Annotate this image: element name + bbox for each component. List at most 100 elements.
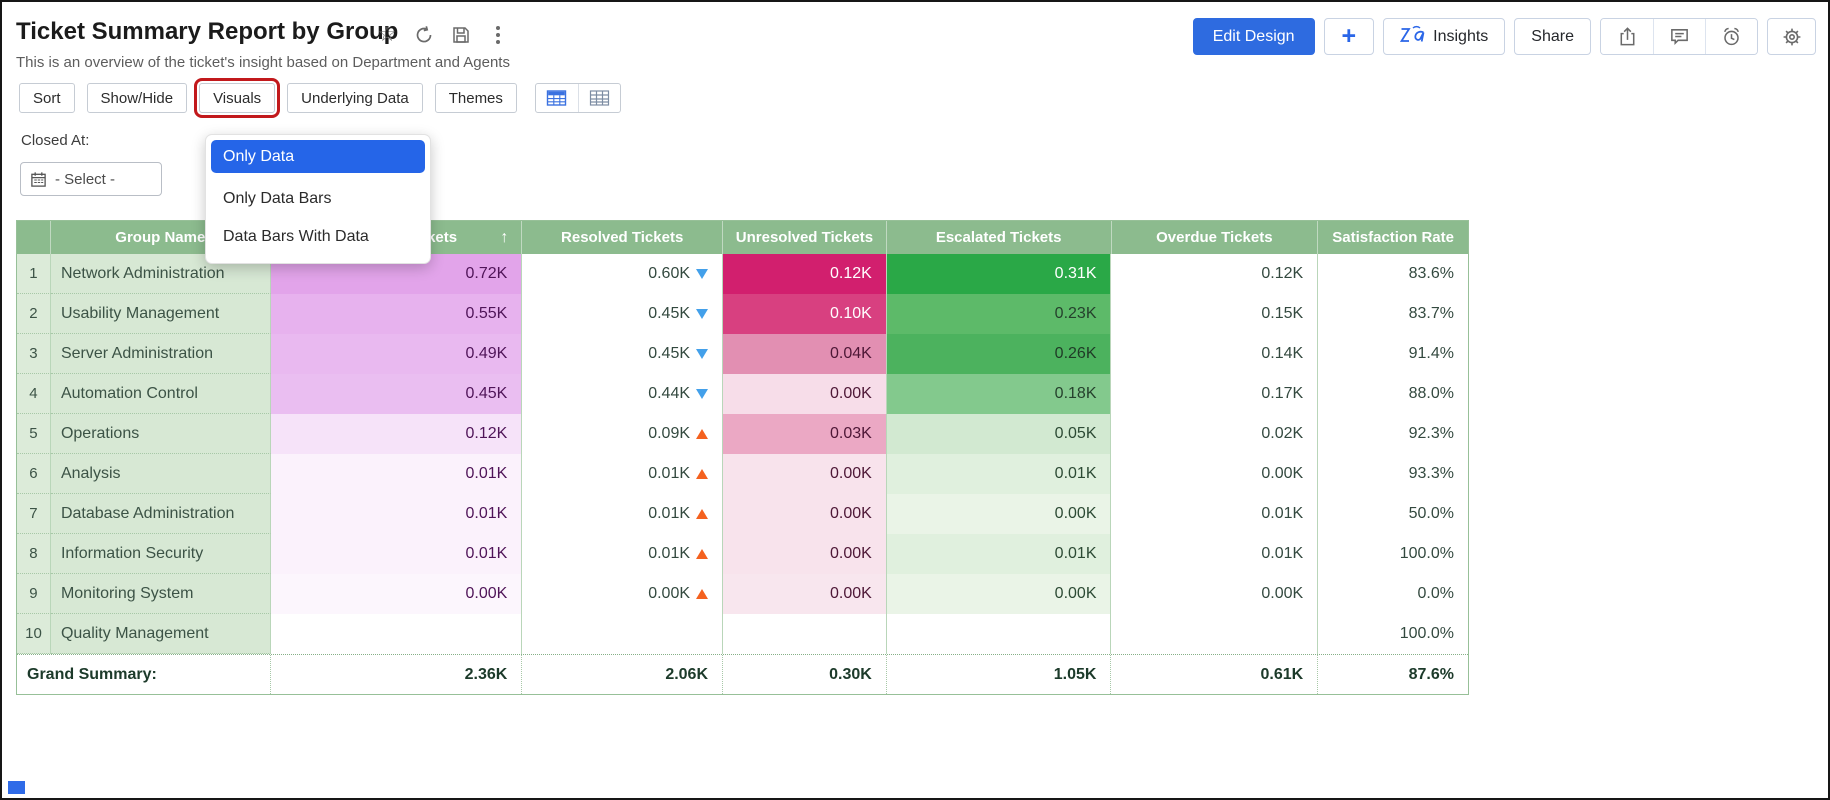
cell-escalated-tickets[interactable]: 0.31K (886, 254, 1112, 294)
header-cell-satisfaction-rate[interactable]: Satisfaction Rate (1318, 221, 1469, 254)
cell-resolved-tickets[interactable] (522, 614, 724, 654)
cell-satisfaction-rate[interactable]: 100.0% (1399, 625, 1454, 642)
cell-incoming-tickets[interactable]: 0.55K (270, 294, 523, 334)
cell-group-name[interactable]: Database Administration (50, 494, 271, 534)
cell-overdue-tickets[interactable]: 0.01K (1111, 534, 1319, 574)
cell-group-name[interactable]: Network Administration (50, 254, 271, 294)
cell-group-name[interactable]: Monitoring System (50, 574, 271, 614)
cell-incoming-tickets[interactable]: 0.49K (270, 334, 523, 374)
cell-group-name[interactable]: Automation Control (50, 374, 271, 414)
refresh-icon[interactable] (413, 24, 435, 46)
visuals-dropdown-menu: Only Data Only Data Bars Data Bars With Da… (205, 134, 431, 264)
cell-group-name[interactable]: Server Administration (50, 334, 271, 374)
cell-satisfaction-rate[interactable]: 92.3% (1408, 425, 1454, 442)
menu-item-only-data[interactable]: Only Data (211, 140, 425, 173)
cell-resolved-tickets[interactable]: 0.44K (522, 374, 724, 414)
cell-satisfaction-rate[interactable]: 50.0% (1408, 505, 1454, 522)
cell-escalated-tickets[interactable]: 0.26K (886, 334, 1112, 374)
cell-unresolved-tickets[interactable]: 0.04K (723, 334, 887, 374)
cell-group-name[interactable]: Operations (50, 414, 271, 454)
closed-at-date-select[interactable]: - Select - (20, 162, 162, 196)
cell-satisfaction-rate[interactable]: 83.7% (1408, 305, 1454, 322)
kebab-menu-icon[interactable] (487, 24, 509, 46)
cell-escalated-tickets[interactable]: 0.05K (886, 414, 1112, 454)
table-view-icon[interactable] (536, 84, 578, 112)
calendar-icon (30, 171, 47, 188)
cell-overdue-tickets[interactable]: 0.17K (1111, 374, 1319, 414)
cell-incoming-tickets[interactable]: 0.00K (270, 574, 523, 614)
cell-unresolved-tickets[interactable]: 0.00K (723, 454, 887, 494)
cell-unresolved-tickets[interactable]: 0.00K (723, 534, 887, 574)
cell-unresolved-tickets[interactable] (723, 614, 887, 654)
star-icon[interactable]: ☆ (377, 23, 397, 46)
cell-incoming-tickets[interactable]: 0.01K (270, 534, 523, 574)
header-cell-escalated-tickets[interactable]: Escalated Tickets (886, 221, 1112, 254)
cell-incoming-tickets[interactable] (270, 614, 523, 654)
cell-unresolved-tickets[interactable]: 0.00K (723, 494, 887, 534)
cell-resolved-tickets[interactable]: 0.45K (522, 294, 724, 334)
cell-escalated-tickets[interactable]: 0.23K (886, 294, 1112, 334)
cell-group-name[interactable]: Analysis (50, 454, 271, 494)
header-cell-resolved-tickets[interactable]: Resolved Tickets (522, 221, 724, 254)
cell-group-name[interactable]: Quality Management (50, 614, 271, 654)
cell-unresolved-tickets[interactable]: 0.00K (723, 374, 887, 414)
cell-incoming-tickets[interactable]: 0.45K (270, 374, 523, 414)
edit-design-button[interactable]: Edit Design (1192, 18, 1315, 55)
export-icon[interactable] (1601, 19, 1653, 54)
header-cell-unresolved-tickets[interactable]: Unresolved Tickets (723, 221, 887, 254)
cell-overdue-tickets[interactable]: 0.15K (1111, 294, 1319, 334)
cell-satisfaction-rate[interactable]: 93.3% (1408, 465, 1454, 482)
cell-overdue-tickets[interactable]: 0.02K (1111, 414, 1319, 454)
cell-unresolved-tickets[interactable]: 0.12K (723, 254, 887, 294)
cell-overdue-tickets[interactable]: 0.12K (1111, 254, 1319, 294)
cell-unresolved-tickets[interactable]: 0.03K (723, 414, 887, 454)
cell-escalated-tickets[interactable]: 0.00K (886, 494, 1112, 534)
cell-escalated-tickets[interactable]: 0.18K (886, 374, 1112, 414)
cell-resolved-tickets[interactable]: 0.01K (522, 534, 724, 574)
save-icon[interactable] (450, 24, 472, 46)
cell-resolved-tickets[interactable]: 0.01K (522, 494, 724, 534)
cell-resolved-tickets[interactable]: 0.45K (522, 334, 724, 374)
header-cell-overdue-tickets[interactable]: Overdue Tickets (1111, 221, 1319, 254)
add-button[interactable]: + (1323, 18, 1375, 55)
toolbar-button-themes[interactable]: Themes (434, 83, 517, 113)
zia-insights-button[interactable]: Insights (1383, 18, 1506, 55)
toolbar-button-show-hide[interactable]: Show/Hide (86, 83, 188, 113)
cell-overdue-tickets[interactable] (1111, 614, 1319, 654)
cell-resolved-tickets[interactable]: 0.01K (522, 454, 724, 494)
cell-satisfaction-rate[interactable]: 88.0% (1408, 385, 1454, 402)
header-cell-rownum (17, 221, 51, 254)
cell-unresolved-tickets[interactable]: 0.10K (723, 294, 887, 334)
menu-item-only-data-bars[interactable]: Only Data Bars (223, 190, 332, 207)
toolbar-button-underlying-data[interactable]: Underlying Data (287, 83, 423, 113)
toolbar-button-sort[interactable]: Sort (19, 83, 75, 113)
cell-group-name[interactable]: Information Security (50, 534, 271, 574)
alarm-icon[interactable] (1705, 19, 1757, 54)
cell-satisfaction-rate[interactable]: 0.0% (1417, 585, 1454, 602)
cell-escalated-tickets[interactable]: 0.00K (886, 574, 1112, 614)
settings-gear-icon[interactable] (1767, 18, 1816, 55)
menu-item-data-bars-with-data[interactable]: Data Bars With Data (223, 228, 369, 245)
cell-incoming-tickets[interactable]: 0.01K (270, 494, 523, 534)
cell-resolved-tickets[interactable]: 0.09K (522, 414, 724, 454)
toolbar-button-visuals[interactable]: Visuals (194, 78, 281, 118)
comment-icon[interactable] (1653, 19, 1705, 54)
cell-unresolved-tickets[interactable]: 0.00K (723, 574, 887, 614)
cell-incoming-tickets[interactable]: 0.12K (270, 414, 523, 454)
cell-group-name[interactable]: Usability Management (50, 294, 271, 334)
cell-overdue-tickets[interactable]: 0.01K (1111, 494, 1319, 534)
cell-overdue-tickets[interactable]: 0.14K (1111, 334, 1319, 374)
cell-escalated-tickets[interactable] (886, 614, 1112, 654)
pivot-view-icon[interactable] (577, 84, 620, 112)
cell-escalated-tickets[interactable]: 0.01K (886, 534, 1112, 574)
cell-overdue-tickets[interactable]: 0.00K (1111, 574, 1319, 614)
cell-incoming-tickets[interactable]: 0.01K (270, 454, 523, 494)
cell-resolved-tickets[interactable]: 0.00K (522, 574, 724, 614)
cell-satisfaction-rate[interactable]: 91.4% (1408, 345, 1454, 362)
cell-escalated-tickets[interactable]: 0.01K (886, 454, 1112, 494)
share-button[interactable]: Share (1514, 18, 1591, 55)
cell-overdue-tickets[interactable]: 0.00K (1111, 454, 1319, 494)
cell-resolved-tickets[interactable]: 0.60K (522, 254, 724, 294)
cell-satisfaction-rate[interactable]: 83.6% (1408, 265, 1454, 282)
cell-satisfaction-rate[interactable]: 100.0% (1399, 545, 1454, 562)
